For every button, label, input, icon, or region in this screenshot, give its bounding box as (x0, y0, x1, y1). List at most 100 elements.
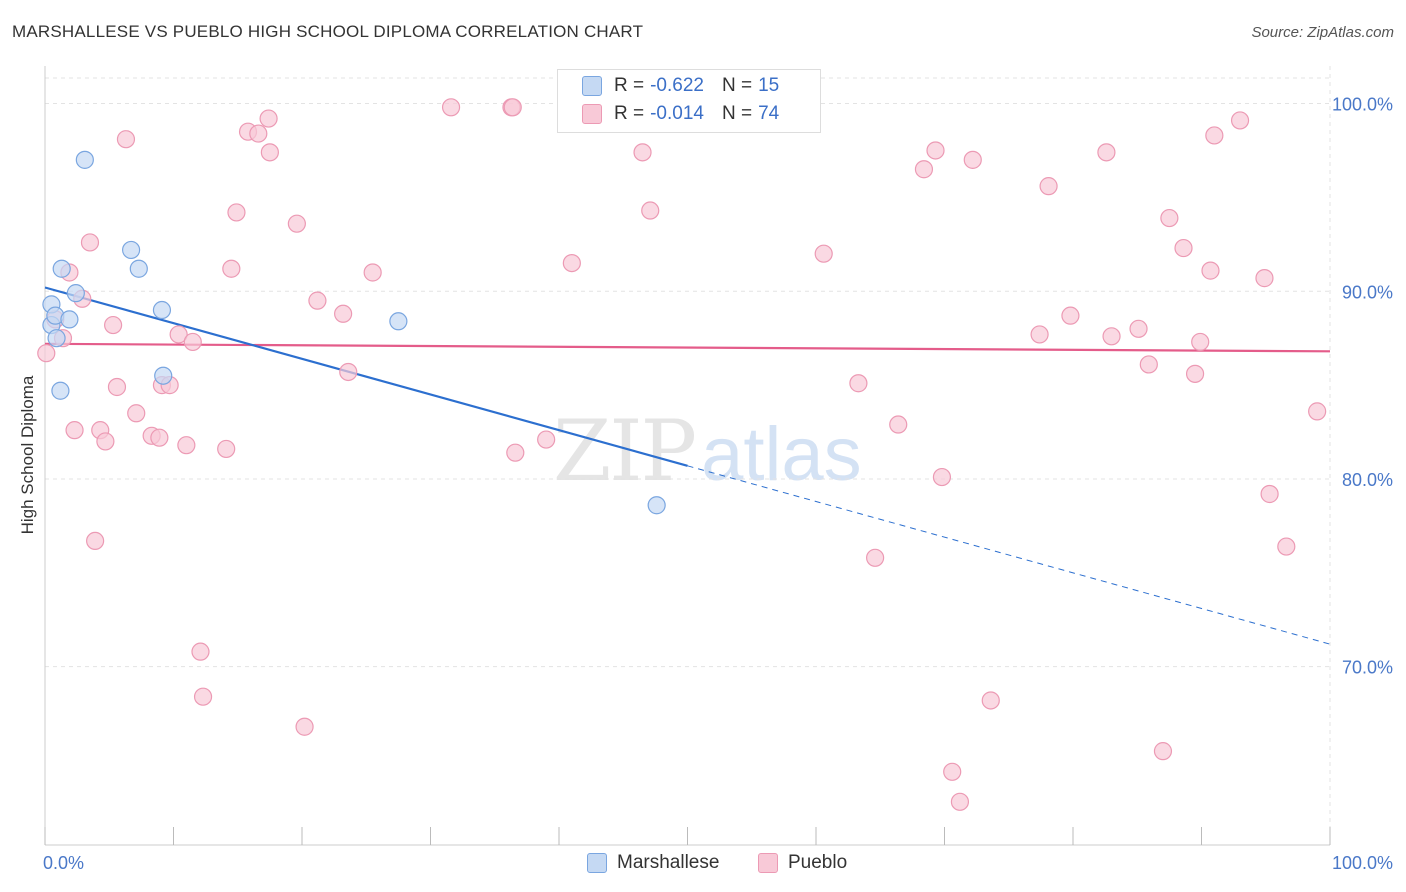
pueblo-point (943, 762, 962, 781)
marshallese-point (51, 381, 70, 400)
pueblo-point (633, 143, 652, 162)
marshallese-point (52, 259, 71, 278)
pueblo-point (339, 362, 358, 382)
stats-legend: R = -0.622 N = 15 R = -0.014 N = 74 (557, 69, 821, 133)
pueblo-point (249, 124, 268, 143)
marshallese-trend-extension (687, 465, 1331, 645)
pueblo-point (295, 717, 314, 736)
pueblo-point (150, 428, 169, 447)
series-legend: Marshallese Pueblo (0, 852, 1406, 876)
pueblo-point (506, 443, 525, 462)
pueblo-point (866, 548, 885, 567)
pueblo-point (107, 377, 127, 397)
pueblo-point (37, 344, 56, 363)
y-tick-label: 90.0% (1342, 282, 1393, 302)
pueblo-trend-line (44, 342, 1331, 353)
legend-r-label: R = (614, 75, 645, 96)
pueblo-point (1230, 111, 1250, 130)
pueblo-point (1191, 332, 1210, 352)
pueblo-point (217, 439, 236, 459)
pueblo-point (1260, 484, 1279, 504)
pueblo-point (222, 259, 241, 278)
pueblo-point (889, 415, 908, 434)
y-tick-label: 100.0% (1332, 95, 1393, 115)
legend-label-marshallese: Marshallese (617, 852, 720, 873)
legend-row-pueblo: R = -0.014 N = 74 (582, 102, 779, 126)
pueblo-point (1061, 306, 1080, 325)
pueblo-point (914, 160, 934, 179)
legend-r-label: R = (614, 103, 645, 124)
pueblo-point (950, 792, 970, 811)
pueblo-point (1153, 742, 1173, 761)
pueblo-point (926, 141, 945, 160)
trend-lines (44, 286, 1331, 645)
pueblo-point (1139, 355, 1158, 374)
pueblo-swatch (758, 853, 778, 873)
pueblo-point (260, 143, 279, 162)
legend-n-value: 74 (758, 103, 780, 124)
legend-n-label: N = (721, 103, 753, 124)
pueblo-point (441, 98, 461, 117)
legend-n-label: N = (721, 75, 753, 96)
chart-title: MARSHALLESE VS PUEBLO HIGH SCHOOL DIPLOM… (12, 22, 644, 41)
x-tick-label: 0.0% (43, 853, 84, 873)
pueblo-point (1201, 261, 1220, 280)
marshallese-point (60, 310, 79, 329)
pueblo-point (1129, 319, 1148, 338)
legend-n-value: 15 (758, 75, 780, 96)
pueblo-point (1030, 325, 1049, 344)
pueblo-point (65, 421, 84, 440)
pueblo-point (116, 130, 136, 149)
marshallese-point (75, 150, 94, 169)
pueblo-point (183, 332, 202, 352)
pueblo-point (1205, 126, 1224, 145)
pueblo-swatch (582, 104, 602, 124)
pueblo-point (1160, 208, 1179, 228)
pueblo-point (193, 687, 213, 706)
pueblo-point (503, 98, 522, 117)
pueblo-point (191, 642, 210, 661)
pueblo-point (177, 436, 196, 455)
marshallese-point (389, 312, 408, 331)
pueblo-point (981, 691, 1000, 710)
legend-r-value: -0.622 (650, 75, 704, 96)
pueblo-point (1102, 327, 1121, 346)
pueblo-point (849, 374, 868, 393)
gridlines (45, 66, 1331, 845)
pueblo-point (1308, 402, 1327, 421)
axes (44, 66, 1331, 846)
pueblo-point (963, 150, 982, 169)
pueblo-point (1255, 269, 1274, 288)
marshallese-trend-line (44, 286, 688, 467)
marshallese-point (647, 496, 666, 515)
x-tick-label: 100.0% (1332, 853, 1393, 873)
legend-row-marshallese: R = -0.622 N = 15 (582, 74, 779, 98)
pueblo-point (308, 291, 327, 310)
pueblo-point (127, 404, 146, 423)
pueblo-point (334, 304, 353, 323)
pueblo-point (227, 203, 246, 222)
marshallese-point (121, 240, 141, 260)
watermark-atlas: atlas (701, 412, 862, 497)
data-points (37, 98, 1327, 811)
pueblo-point (1277, 537, 1296, 556)
source-label: Source: ZipAtlas.com (1251, 24, 1394, 41)
pueblo-point (104, 315, 123, 335)
pueblo-point (1039, 177, 1058, 196)
legend-r-value: -0.014 (650, 103, 704, 124)
pueblo-point (96, 432, 115, 451)
pueblo-point (562, 253, 581, 273)
pueblo-point (1097, 143, 1116, 162)
marshallese-point (152, 300, 172, 320)
pueblo-point (1174, 238, 1193, 258)
pueblo-point (932, 467, 952, 487)
y-tick-label: 70.0% (1342, 658, 1393, 678)
pueblo-point (363, 263, 382, 282)
marshallese-point (129, 259, 148, 278)
watermark: ZIPatlas (553, 402, 862, 500)
marshallese-swatch (582, 76, 602, 96)
legend-label-pueblo: Pueblo (788, 852, 848, 873)
marshallese-swatch (587, 853, 607, 873)
pueblo-point (537, 430, 556, 449)
